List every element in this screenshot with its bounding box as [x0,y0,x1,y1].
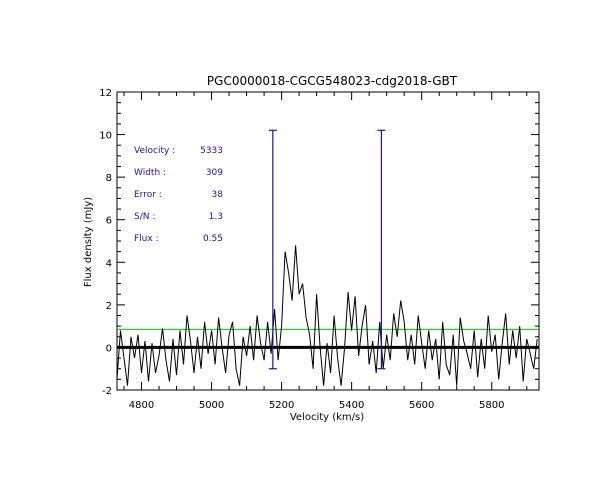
y-tick-label: 12 [99,88,112,99]
annotation-label: Flux : [134,234,159,244]
x-tick-label: 5600 [409,400,434,411]
spectrum-line [116,245,538,386]
y-tick-label: 8 [106,173,112,184]
y-tick-label: 6 [106,216,112,227]
y-tick-label: 10 [99,131,112,142]
annotation-label: S/N : [134,212,155,222]
x-tick-label: 5800 [479,400,504,411]
x-axis-label: Velocity (km/s) [290,412,364,423]
annotation-value: 0.55 [203,234,223,244]
plot-area: 4800 5000 5200 5400 5600 5800 -2 0 2 4 6 8 10 12 Veloc… [99,88,540,411]
annotation-value: 38 [212,190,224,200]
x-tick-label: 5200 [269,400,294,411]
x-tick-label: 5400 [339,400,364,411]
annotation-label: Error : [134,190,162,200]
annotation-value: 309 [206,168,223,178]
annotation-value: 5333 [200,146,223,156]
x-tick-label: 5000 [199,400,224,411]
chart-title: PGC0000018-CGCG548023-cdg2018-GBT [207,74,458,88]
y-tick-label: -2 [102,386,112,397]
y-axis-label: Flux density (mJy) [83,197,94,287]
annotation-label: Width : [134,168,166,178]
x-tick-label: 4800 [129,400,154,411]
y-tick-label: 4 [106,258,112,269]
annotation-value: 1.3 [209,212,223,222]
y-tick-label: 2 [106,301,112,312]
y-tick-label: 0 [106,343,112,354]
annotation-label: Velocity : [134,146,175,156]
